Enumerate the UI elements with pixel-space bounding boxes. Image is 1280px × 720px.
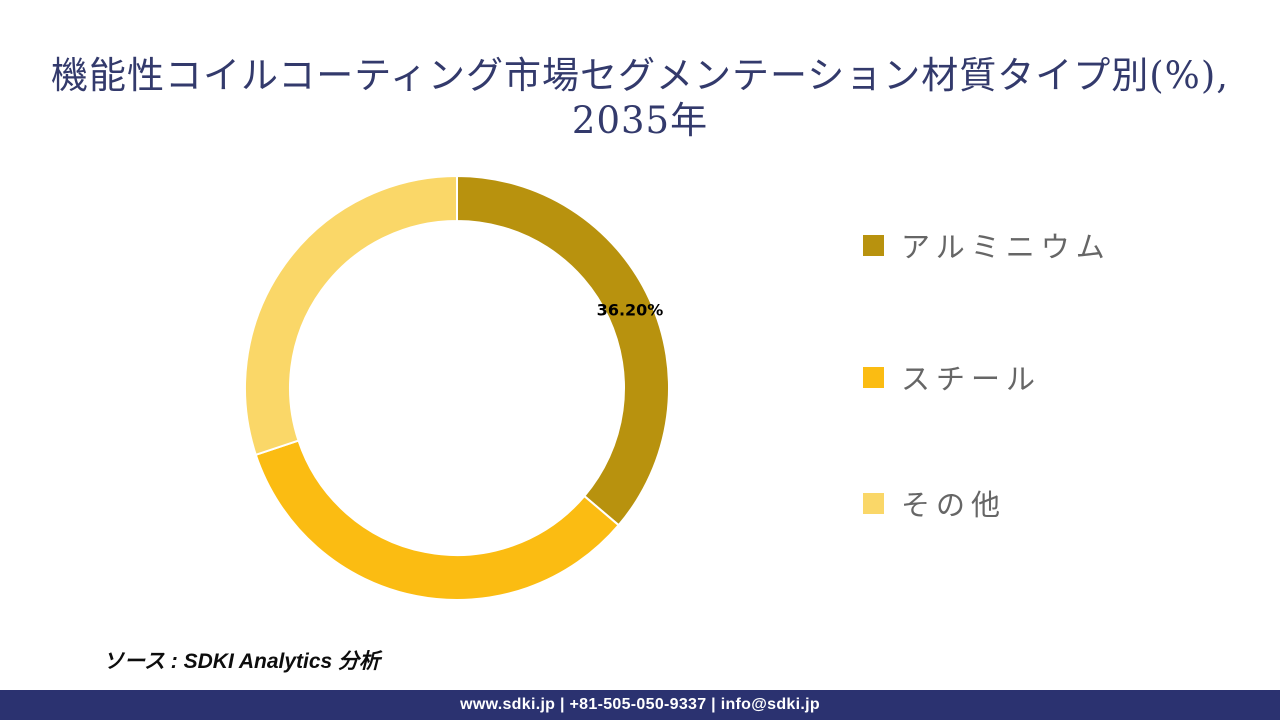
footer-contact-text: www.sdki.jp | +81-505-050-9337 | info@sd… (460, 696, 820, 713)
page-title-line1: 機能性コイルコーティング市場セグメンテーション材質タイプ別(%), (50, 54, 1230, 97)
legend-item-others: その他 (863, 481, 1006, 525)
source-note: ソース : SDKI Analytics 分析 (103, 650, 381, 673)
legend-marker-others (863, 492, 884, 514)
legend-label-aluminium: アルミニウム (901, 232, 1111, 264)
legend-item-aluminium: アルミニウム (863, 223, 1111, 267)
donut-chart (244, 175, 670, 601)
legend-marker-steel (863, 366, 884, 388)
legend-marker-aluminium (863, 234, 884, 256)
page-title: 機能性コイルコーティング市場セグメンテーション材質タイプ別(%), 2035年 (0, 53, 1280, 143)
donut-segment-1-スチール (254, 439, 620, 601)
legend-item-steel: スチール (863, 355, 1041, 399)
legend-label-others: その他 (901, 490, 1007, 522)
segment-value-label: 36.20% (596, 300, 664, 320)
legend-label-steel: スチール (901, 364, 1042, 396)
page-title-line2: 2035年 (571, 99, 709, 142)
footer-bar: www.sdki.jp | +81-505-050-9337 | info@sd… (0, 690, 1280, 720)
donut-segment-0-アルミニウム (456, 175, 670, 527)
donut-segment-2-その他 (244, 175, 458, 456)
